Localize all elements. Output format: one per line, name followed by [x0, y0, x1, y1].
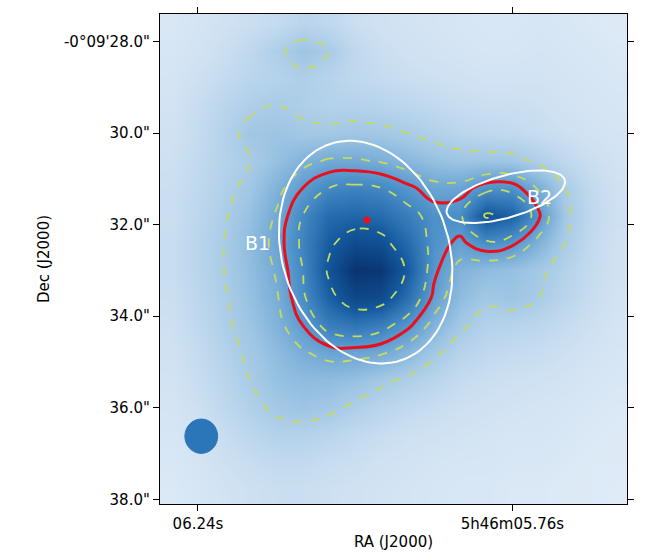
svg-text:34.0": 34.0" — [110, 307, 150, 325]
svg-text:B2: B2 — [527, 186, 552, 208]
svg-text:RA (J2000): RA (J2000) — [354, 533, 433, 551]
svg-text:30.0": 30.0" — [110, 124, 150, 142]
svg-text:-0°09'28.0": -0°09'28.0" — [64, 33, 150, 51]
svg-text:36.0": 36.0" — [110, 399, 150, 417]
svg-text:B1: B1 — [245, 232, 270, 254]
svg-text:38.0": 38.0" — [110, 491, 150, 509]
svg-text:06.24s: 06.24s — [173, 515, 224, 533]
svg-text:32.0": 32.0" — [110, 216, 150, 234]
svg-text:5h46m05.76s: 5h46m05.76s — [461, 515, 565, 533]
svg-text:Dec (J2000): Dec (J2000) — [35, 215, 53, 303]
